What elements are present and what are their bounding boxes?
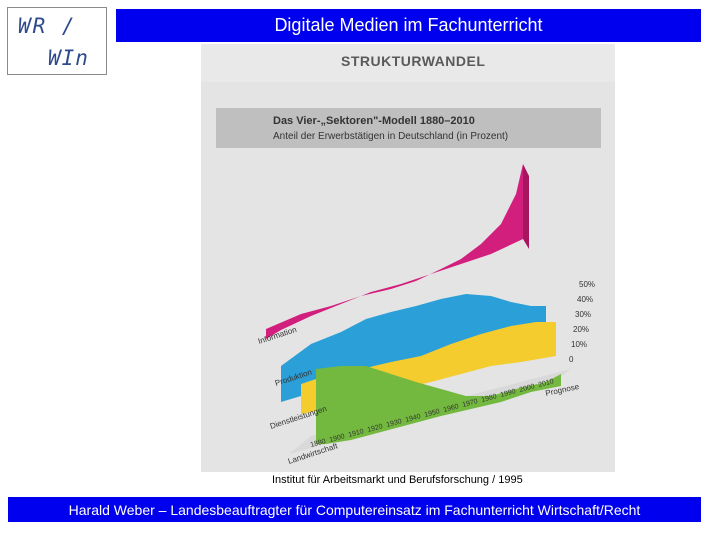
title-bar: Digitale Medien im Fachunterricht (116, 9, 701, 42)
footer-text: Harald Weber – Landesbeauftragter für Co… (68, 501, 641, 518)
percent-tick-label: 50% (579, 280, 595, 289)
percent-tick-label: 10% (571, 340, 587, 349)
chart-title-panel (216, 108, 601, 148)
year-tick-label: 2010 (538, 378, 555, 389)
year-tick-label: 1900 (329, 433, 346, 444)
year-tick-label: 1930 (386, 418, 403, 429)
year-tick-label: 1970 (462, 398, 479, 409)
logo-text-line1: WR / (18, 14, 77, 38)
percent-tick-label: 20% (573, 325, 589, 334)
band-information (266, 164, 523, 339)
percent-tick-label: 0 (569, 355, 574, 364)
logo-text-line2: WIn (48, 46, 89, 70)
year-tick-label: 1880 (310, 438, 327, 449)
logo: WR / WIn (7, 7, 107, 75)
footer-bar: Harald Weber – Landesbeauftragter für Co… (8, 497, 701, 522)
chart-subtitle: Anteil der Erwerbstätigen in Deutschland… (273, 131, 508, 142)
year-tick-label: 1990 (500, 388, 517, 399)
percent-tick-label: 40% (577, 295, 593, 304)
year-axis: 1880 1900 1910 1920 1930 1940 1950 1960 1970 1980… (310, 378, 555, 449)
year-tick-label: 2000 (519, 383, 536, 394)
band-information-side (523, 164, 529, 249)
chart-photo: STRUKTURWANDEL Das Vier-„Sektoren"-Model… (201, 44, 615, 472)
year-tick-label: 1980 (481, 393, 498, 404)
figure-caption: Institut für Arbeitsmarkt und Berufsfors… (272, 474, 523, 486)
chart-title: Das Vier-„Sektoren"-Modell 1880–2010 (273, 115, 475, 127)
year-tick-label: 1910 (348, 428, 365, 439)
year-tick-label: 1940 (405, 413, 422, 424)
percent-axis: 0 10% 20% 30% 40% 50% (569, 280, 595, 364)
figure-heading: STRUKTURWANDEL (341, 53, 486, 69)
photo-heading-strip: STRUKTURWANDEL (201, 44, 615, 82)
percent-tick-label: 30% (575, 310, 591, 319)
year-tick-label: 1950 (424, 408, 441, 419)
year-tick-label: 1920 (367, 423, 384, 434)
band-landwirtschaft (316, 366, 561, 444)
year-tick-label: 1960 (443, 403, 460, 414)
sector-model-chart: Das Vier-„Sektoren"-Modell 1880–2010 Ant… (216, 108, 601, 466)
page-title: Digitale Medien im Fachunterricht (274, 15, 543, 35)
